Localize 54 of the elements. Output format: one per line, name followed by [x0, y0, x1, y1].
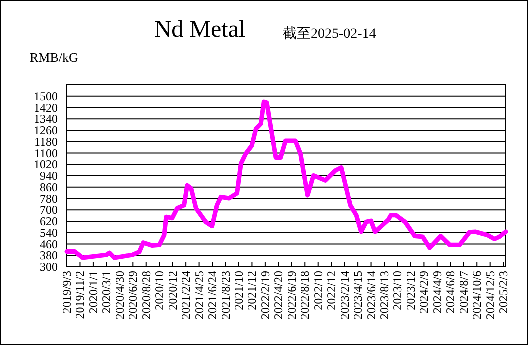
x-tick-label: 2020/8/28 [139, 271, 154, 320]
y-tick-label: 1020 [34, 158, 58, 172]
x-tick-label: 2020/10 [152, 271, 167, 310]
x-tick-label: 2022/6/19 [284, 271, 299, 320]
x-tick-label: 2022/2/19 [258, 271, 272, 320]
x-tick-label: 2023/4/15 [351, 271, 366, 320]
x-tick-label: 2022/8/18 [298, 271, 312, 320]
y-tick-label: 540 [40, 226, 58, 240]
x-tick-label: 2024/6/8 [444, 271, 458, 314]
x-tick-label: 2019/9/3 [60, 271, 74, 314]
x-tick-label: 2024/8/7 [456, 271, 471, 314]
y-tick-label: 460 [40, 237, 58, 252]
y-tick-label: 1180 [34, 134, 58, 149]
x-tick-label: 2022/12 [324, 271, 339, 310]
x-tick-label: 2020/3/1 [100, 271, 114, 314]
y-axis-title: RMB/kG [30, 50, 78, 65]
x-tick-label: 2020/12 [166, 271, 180, 310]
x-tick-label: 2024/12/5 [483, 271, 498, 320]
x-tick-label: 2023/10 [390, 271, 405, 310]
y-tick-label: 380 [40, 248, 58, 263]
x-tick-label: 2024/4/9 [430, 271, 444, 314]
x-tick-label: 2021/2/24 [179, 271, 194, 320]
x-tick-label: 2022/10 [311, 271, 326, 310]
x-tick-label: 2024/2/9 [417, 271, 432, 314]
y-tick-label: 860 [40, 180, 58, 194]
x-tick-label: 2020/1/1 [86, 271, 100, 314]
x-tick-label: 2021/4/25 [192, 271, 206, 320]
x-tick-label: 2023/2/14 [338, 271, 352, 320]
x-tick-label: 2022/4/20 [272, 271, 286, 320]
x-tick-label: 2021/12 [245, 271, 260, 310]
x-tick-label: 2021/10 [232, 271, 246, 310]
y-tick-label: 1260 [34, 124, 58, 138]
x-tick-label: 2025/2/3 [496, 271, 511, 314]
y-tick-label: 1340 [34, 112, 58, 126]
x-tick-label: 2023/8/13 [378, 271, 392, 320]
y-tick-label: 1500 [34, 89, 58, 104]
line-series [64, 100, 508, 260]
x-tick-label: 2023/12 [404, 271, 418, 310]
x-tick-label: 2020/4/30 [112, 271, 127, 320]
x-tick-label: 2023/6/14 [364, 271, 378, 320]
y-tick-label: 780 [40, 192, 58, 206]
x-tick-label: 2020/6/29 [126, 271, 140, 320]
x-tick-label: 2024/10/6 [470, 271, 484, 320]
x-tick-label: 2021/6/24 [206, 271, 220, 320]
y-tick-label: 300 [40, 260, 58, 274]
y-tick-label: 1100 [34, 146, 58, 160]
y-tick-label: 1420 [34, 100, 58, 115]
y-tick-label: 620 [40, 214, 58, 228]
chart-title: Nd Metal [154, 17, 246, 43]
chart-subtitle: 截至2025-02-14 [283, 26, 376, 42]
y-tick-label: 940 [40, 169, 58, 183]
y-tick-label: 700 [40, 203, 58, 218]
x-tick-label: 2019/11/2 [73, 271, 88, 320]
x-tick-label: 2021/8/23 [218, 271, 233, 320]
